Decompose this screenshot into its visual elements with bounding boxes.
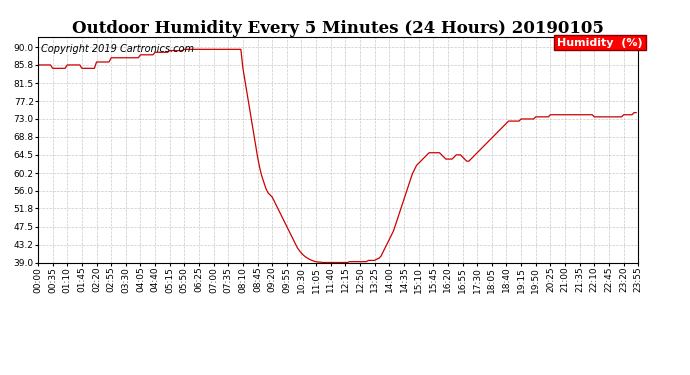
- Title: Outdoor Humidity Every 5 Minutes (24 Hours) 20190105: Outdoor Humidity Every 5 Minutes (24 Hou…: [72, 20, 604, 38]
- Text: Copyright 2019 Cartronics.com: Copyright 2019 Cartronics.com: [41, 44, 194, 54]
- Text: Humidity  (%): Humidity (%): [558, 38, 643, 48]
